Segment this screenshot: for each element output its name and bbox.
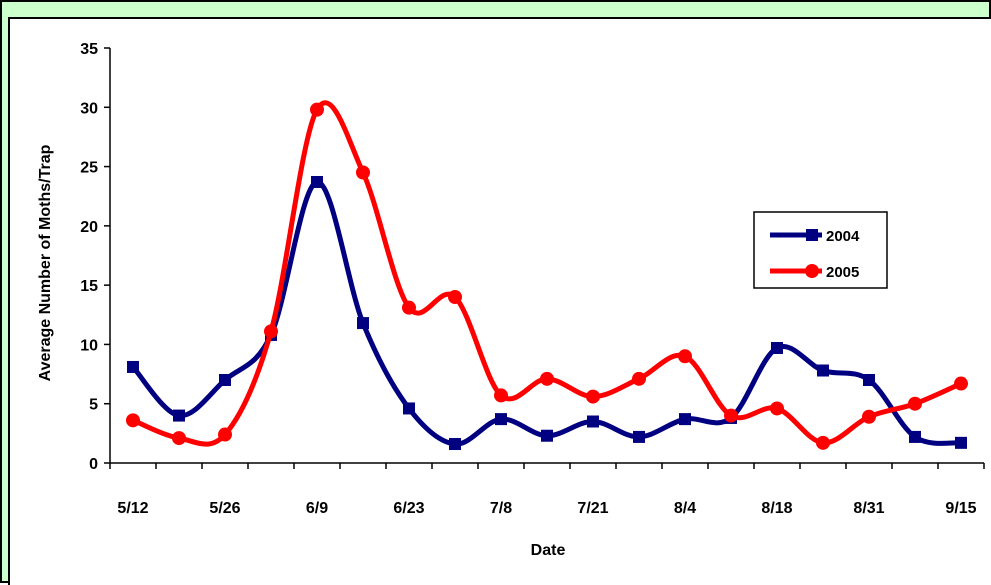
y-tick-label: 10 bbox=[80, 337, 98, 354]
plot-panel bbox=[8, 17, 991, 585]
data-point-2004 bbox=[449, 438, 461, 451]
x-tick-label: 9/15 bbox=[945, 500, 976, 517]
x-tick-label: 8/18 bbox=[761, 500, 792, 517]
legend-label: 2005 bbox=[826, 264, 859, 281]
series-layer bbox=[126, 100, 968, 451]
data-point-2005 bbox=[586, 389, 600, 404]
data-point-2005 bbox=[356, 165, 370, 180]
data-point-2005 bbox=[310, 102, 324, 117]
data-point-2004 bbox=[679, 413, 691, 426]
legend-marker bbox=[806, 229, 818, 241]
data-point-2004 bbox=[173, 409, 185, 422]
data-point-2005 bbox=[816, 435, 830, 450]
data-point-2005 bbox=[126, 413, 140, 428]
x-tick-label: 6/9 bbox=[306, 500, 328, 517]
y-axis-title: Average Number of Moths/Trap bbox=[37, 144, 54, 381]
data-point-2005 bbox=[494, 388, 508, 403]
legend-item-2004: 2004 bbox=[770, 228, 860, 245]
data-point-2004 bbox=[403, 402, 415, 415]
y-tick-label: 25 bbox=[80, 160, 98, 177]
data-point-2005 bbox=[908, 396, 922, 411]
data-point-2004 bbox=[127, 360, 139, 373]
data-point-2005 bbox=[402, 300, 416, 315]
data-point-2005 bbox=[862, 409, 876, 424]
data-point-2005 bbox=[540, 371, 554, 386]
data-point-2005 bbox=[632, 371, 646, 386]
x-tick-label: 5/12 bbox=[117, 500, 148, 517]
data-point-2004 bbox=[357, 317, 369, 330]
series-2005 bbox=[126, 100, 968, 450]
legend-item-2005: 2005 bbox=[770, 264, 859, 281]
data-point-2005 bbox=[218, 427, 232, 442]
data-point-2004 bbox=[633, 430, 645, 443]
y-tick-label: 0 bbox=[89, 456, 98, 473]
data-point-2004 bbox=[955, 436, 967, 449]
x-tick-label: 7/21 bbox=[577, 500, 608, 517]
data-point-2004 bbox=[771, 341, 783, 354]
legend-label: 2004 bbox=[826, 228, 860, 245]
data-point-2004 bbox=[541, 429, 553, 442]
legend-box bbox=[753, 211, 888, 289]
x-tick-label: 8/31 bbox=[853, 500, 884, 517]
y-tick-label: 20 bbox=[80, 219, 98, 236]
x-axis-title: Date bbox=[531, 542, 566, 559]
data-point-2004 bbox=[219, 374, 231, 386]
data-point-2004 bbox=[817, 364, 829, 377]
x-tick-label: 5/26 bbox=[209, 500, 240, 517]
x-tick-label: 7/8 bbox=[490, 500, 512, 517]
y-tick-label: 30 bbox=[80, 100, 98, 117]
axes: 0 5 10 15 20 25 30 35 5/12 5/26 6/9 6/23 7/8 7/21 8/4 8… bbox=[80, 41, 985, 517]
legend-marker bbox=[805, 264, 819, 278]
data-point-2005 bbox=[724, 408, 738, 423]
data-point-2005 bbox=[678, 349, 692, 364]
data-point-2004 bbox=[495, 413, 507, 426]
x-tick-label: 6/23 bbox=[393, 500, 424, 517]
data-point-2004 bbox=[863, 374, 875, 386]
data-point-2004 bbox=[311, 175, 323, 188]
y-tick-label: 35 bbox=[80, 41, 98, 58]
data-point-2005 bbox=[954, 376, 968, 391]
x-tick-label: 8/4 bbox=[674, 500, 696, 517]
data-point-2005 bbox=[448, 290, 462, 304]
data-point-2005 bbox=[172, 431, 186, 446]
y-tick-label: 5 bbox=[89, 397, 98, 414]
y-tick-label: 15 bbox=[80, 278, 98, 295]
legend: 2004 2005 bbox=[753, 211, 888, 289]
data-point-2005 bbox=[264, 324, 278, 339]
data-point-2004 bbox=[909, 430, 921, 443]
data-point-2004 bbox=[587, 415, 599, 428]
data-point-2005 bbox=[770, 401, 784, 416]
